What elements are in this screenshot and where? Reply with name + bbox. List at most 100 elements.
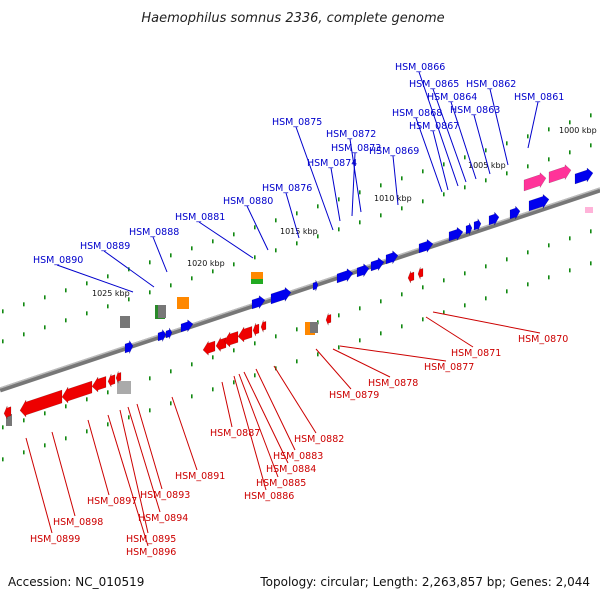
reverse-gene-label: HSM_0878 [368, 378, 418, 389]
reverse-gene-labels: HSM_0870 HSM_0871 HSM_0877 HSM_0878HSM_0879… [25, 311, 568, 558]
reverse-gene-label: HSM_0879 [329, 390, 379, 401]
tick-mark [44, 325, 46, 330]
tick-mark [65, 318, 67, 323]
forward-gene-label: HSM_0874 [307, 158, 357, 169]
reverse-label-leader-line [432, 311, 541, 334]
forward-gene-arrow [336, 268, 354, 284]
forward-gene-arrow [385, 250, 399, 265]
forward-gene-label: HSM_0890 [33, 255, 83, 266]
trna-gene-box [251, 272, 263, 279]
tick-mark [44, 411, 46, 416]
reverse-gene-label: HSM_0899 [30, 534, 80, 545]
tick-mark [590, 143, 592, 148]
tick-mark [359, 190, 361, 195]
tick-mark [23, 418, 25, 423]
reverse-gene-arrow [61, 380, 93, 404]
tick-mark [359, 306, 361, 311]
tick-mark [548, 157, 550, 162]
reverse-gene-label: HSM_0884 [266, 464, 316, 475]
reverse-gene-arrow [215, 337, 227, 353]
tick-mark [212, 387, 214, 392]
tick-mark [359, 338, 361, 343]
tick-mark [233, 262, 235, 267]
forward-gene-label: HSM_0864 [427, 92, 477, 103]
tick-mark [191, 246, 193, 251]
tick-mark [107, 390, 109, 395]
forward-label-leader-line [285, 192, 300, 239]
reverse-gene-arrow [223, 330, 239, 348]
forward-gene-label: HSM_0866 [395, 62, 445, 73]
tick-mark [233, 348, 235, 353]
reverse-label-leader-line [25, 437, 53, 534]
reverse-gene-label: HSM_0885 [256, 478, 306, 489]
tick-mark [107, 422, 109, 427]
tick-mark [254, 225, 256, 230]
tick-mark [422, 317, 424, 322]
map-title: Haemophilus somnus 2336, complete genome [141, 11, 444, 26]
tick-mark [128, 297, 130, 302]
forward-label-leader-line [418, 71, 459, 187]
reverse-gene-label: HSM_0898 [53, 517, 103, 528]
forward-gene-label: HSM_0872 [326, 129, 376, 140]
tick-mark [65, 288, 67, 293]
tick-mark [149, 408, 151, 413]
tick-mark [401, 324, 403, 329]
forward-gene-arrow [251, 295, 266, 310]
forward-gene-arrow [270, 286, 292, 305]
scale-mark-label: 1025 kbp [92, 289, 130, 298]
reverse-label-leader-line [425, 316, 474, 348]
tick-mark [464, 271, 466, 276]
tick-mark [65, 436, 67, 441]
tick-mark [506, 141, 508, 146]
tick-mark [548, 275, 550, 280]
reverse-gene-arrow [325, 313, 332, 326]
tick-mark [317, 204, 319, 209]
forward-label-leader-line [295, 126, 334, 231]
tick-mark [107, 304, 109, 309]
reverse-label-leader-line [243, 371, 289, 464]
tick-mark [464, 303, 466, 308]
tick-mark [2, 457, 4, 462]
reverse-gene-arrow [417, 267, 424, 280]
tick-mark [233, 380, 235, 385]
forward-gene-label: HSM_0888 [129, 227, 179, 238]
tick-mark [254, 373, 256, 378]
tick-mark [506, 257, 508, 262]
reverse-label-leader-line [171, 396, 198, 471]
tick-mark [296, 211, 298, 216]
tick-mark [506, 171, 508, 176]
reverse-label-leader-line [315, 348, 352, 390]
forward-gene-arrow [124, 339, 134, 354]
tick-mark [149, 260, 151, 265]
forward-label-leader-line [527, 101, 539, 149]
forward-label-leader-line [432, 130, 449, 191]
reverse-label-leader-line [255, 368, 296, 451]
reverse-gene-label: HSM_0886 [244, 491, 294, 502]
reverse-gene-label: HSM_0882 [294, 434, 344, 445]
tick-mark [86, 311, 88, 316]
tick-mark [380, 299, 382, 304]
forward-gene-label: HSM_0876 [262, 183, 312, 194]
forward-label-leader-line [103, 250, 155, 288]
pseudo-gene-box [310, 322, 318, 333]
tick-mark [170, 401, 172, 406]
tick-mark [170, 369, 172, 374]
forward-label-leader-line [330, 167, 341, 222]
rna-gene-box [585, 207, 593, 213]
reverse-label-leader-line [273, 365, 317, 434]
tick-mark [23, 332, 25, 337]
tick-mark [485, 148, 487, 153]
tick-mark [485, 178, 487, 183]
forward-label-leader-line [450, 101, 477, 180]
forward-gene-label: HSM_0862 [466, 79, 516, 90]
reverse-gene-arrow [202, 340, 216, 356]
scale-mark-label: 1015 kbp [280, 227, 318, 236]
tick-mark [191, 276, 193, 281]
reverse-label-leader-line [136, 403, 163, 490]
tick-mark [212, 239, 214, 244]
forward-gene-arrow [465, 222, 473, 235]
tick-mark [254, 341, 256, 346]
tick-mark [443, 310, 445, 315]
forward-gene-arrow [418, 238, 434, 254]
forward-gene-label: HSM_0875 [272, 117, 322, 128]
